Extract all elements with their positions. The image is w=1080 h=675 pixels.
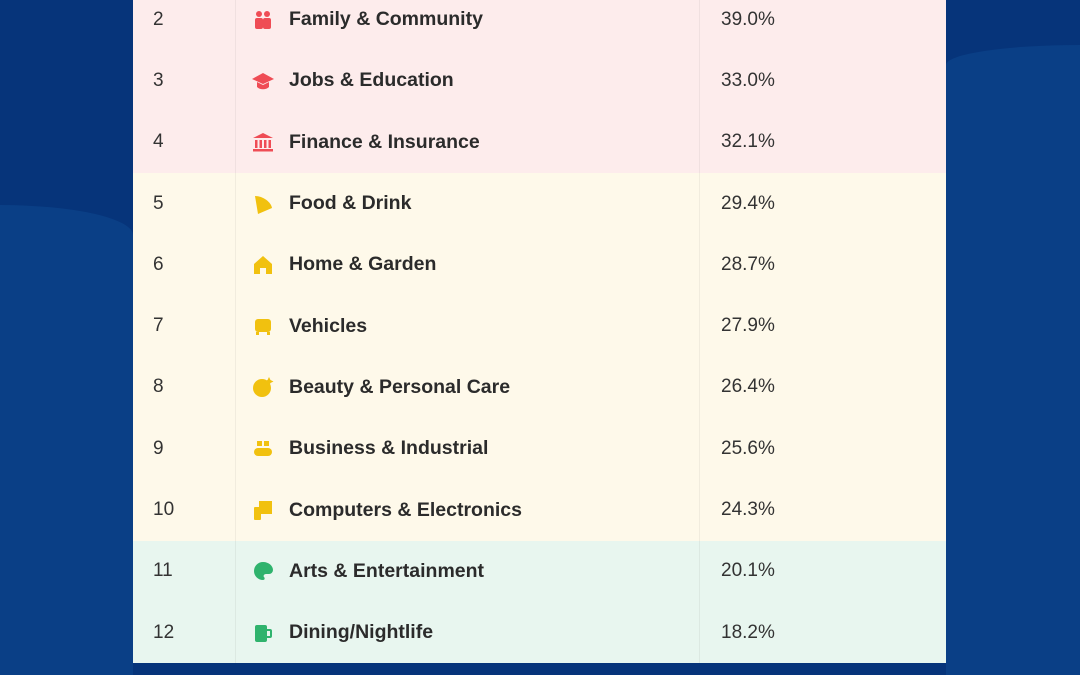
category-label: Finance & Insurance (289, 130, 480, 153)
percentage-cell: 32.1% (721, 131, 775, 153)
table-row: 11 Arts & Entertainment 20.1% (133, 540, 946, 602)
category-label: Arts & Entertainment (289, 559, 485, 582)
percentage-cell: 27.9% (721, 315, 775, 337)
devices-icon (252, 499, 274, 521)
rank-cell: 8 (133, 356, 236, 419)
category-cell: Business & Industrial (236, 418, 700, 480)
table-row: 5 Food & Drink 29.4% (133, 172, 946, 235)
table-row: 3 Jobs & Education 33.0% (133, 50, 946, 112)
category-cell: Home & Garden (236, 234, 700, 296)
category-cell: Food & Drink (236, 172, 700, 235)
car-icon (252, 315, 274, 337)
rank-cell: 7 (133, 295, 236, 357)
rank-cell: 3 (133, 50, 236, 112)
table-row: 4 Finance & Insurance 32.1% (133, 111, 946, 173)
percentage-cell: 39.0% (721, 8, 775, 30)
category-cell: Arts & Entertainment (236, 540, 700, 602)
smiley-sparkle-icon (252, 376, 274, 398)
rank-cell: 12 (133, 601, 236, 664)
percentage-cell: 20.1% (721, 560, 775, 582)
bank-icon (252, 131, 274, 153)
rank-cell: 10 (133, 479, 236, 541)
rank-cell: 4 (133, 111, 236, 173)
category-label: Family & Community (289, 8, 483, 31)
table-row: 7 Vehicles 27.9% (133, 295, 946, 357)
table-row: 12 Dining/Nightlife 18.2% (133, 601, 946, 664)
category-label: Food & Drink (289, 192, 412, 215)
category-cell: Finance & Insurance (236, 111, 700, 173)
category-label: Computers & Electronics (289, 498, 522, 521)
background-wave (946, 45, 1080, 675)
category-cell: Family & Community (236, 0, 700, 51)
category-ranking-table: 2 Family & Community 39.0% 3 Jobs & Educa… (133, 0, 946, 664)
table-row: 6 Home & Garden 28.7% (133, 234, 946, 296)
table-row: 2 Family & Community 39.0% (133, 0, 946, 51)
category-label: Home & Garden (289, 253, 437, 276)
category-cell: Computers & Electronics (236, 479, 700, 541)
category-cell: Jobs & Education (236, 50, 700, 112)
percentage-cell: 25.6% (721, 437, 775, 459)
house-icon (252, 254, 274, 276)
category-label: Jobs & Education (289, 69, 454, 92)
rank-cell: 5 (133, 172, 236, 235)
percentage-cell: 18.2% (721, 621, 775, 643)
rank-cell: 9 (133, 418, 236, 480)
category-cell: Beauty & Personal Care (236, 356, 700, 419)
rank-cell: 11 (133, 540, 236, 602)
palette-icon (252, 560, 274, 582)
category-cell: Vehicles (236, 295, 700, 357)
graduation-cap-icon (252, 70, 274, 92)
percentage-cell: 26.4% (721, 376, 775, 398)
table-row: 9 Business & Industrial 25.6% (133, 418, 946, 480)
rank-cell: 6 (133, 234, 236, 296)
category-cell: Dining/Nightlife (236, 601, 700, 664)
category-label: Business & Industrial (289, 437, 489, 460)
background-wave (0, 205, 133, 675)
percentage-cell: 28.7% (721, 253, 775, 275)
category-label: Dining/Nightlife (289, 621, 434, 644)
percentage-cell: 24.3% (721, 499, 775, 521)
beer-mug-icon (252, 622, 274, 644)
percentage-cell: 33.0% (721, 69, 775, 91)
category-label: Beauty & Personal Care (289, 375, 511, 398)
category-label: Vehicles (289, 314, 368, 337)
family-icon (252, 9, 274, 31)
pizza-icon (252, 193, 274, 215)
conveyor-icon (252, 438, 274, 460)
table-row: 10 Computers & Electronics 24.3% (133, 479, 946, 541)
percentage-cell: 29.4% (721, 192, 775, 214)
table-row: 8 Beauty & Personal Care 26.4% (133, 356, 946, 419)
rank-cell: 2 (133, 0, 236, 51)
